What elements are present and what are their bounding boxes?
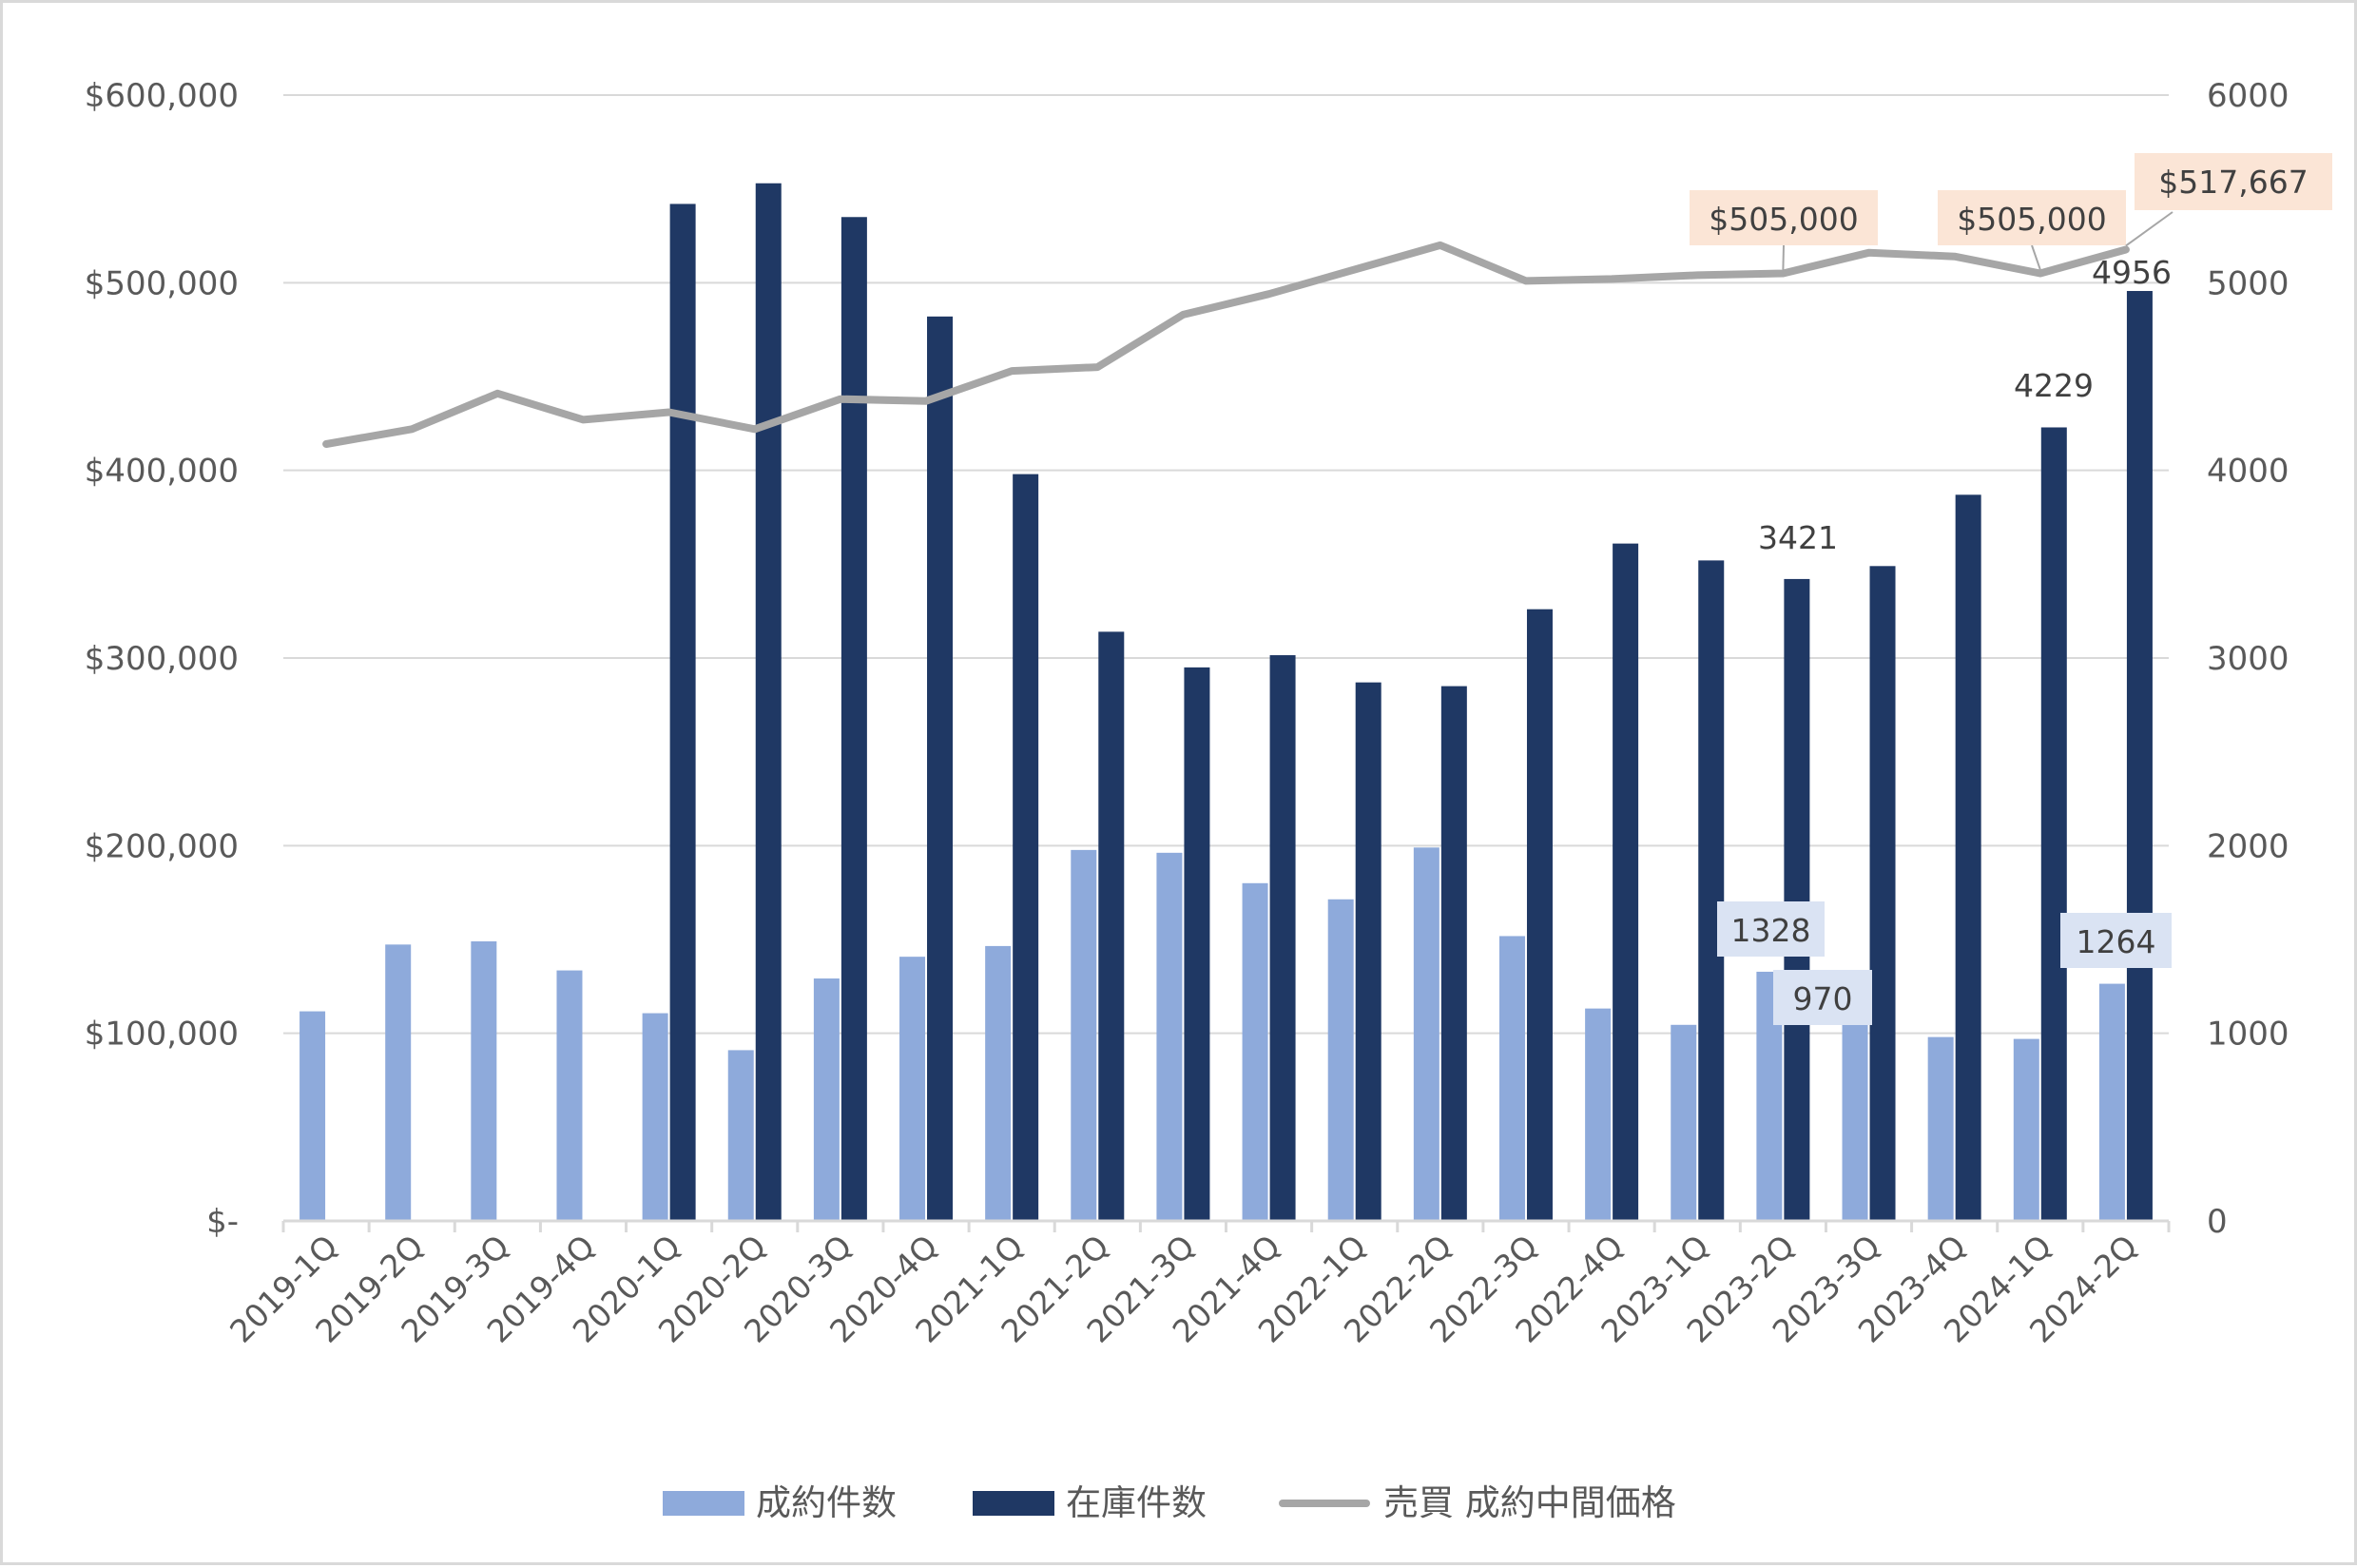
bar-count xyxy=(1242,882,1268,1221)
bar-count xyxy=(1413,847,1439,1221)
bar-inventory xyxy=(1869,566,1896,1221)
bar-inventory xyxy=(1955,494,1981,1221)
left-axis-tick-label: $300,000 xyxy=(85,640,239,678)
legend: 成約件数 在庫件数 売買 成約中間価格 xyxy=(663,1482,1676,1523)
count-data-label: 1264 xyxy=(2077,923,2156,960)
legend-label-inventory: 在庫件数 xyxy=(1066,1482,1207,1523)
bar-inventory xyxy=(755,183,782,1221)
left-axis-tick-label: $500,000 xyxy=(85,264,239,302)
left-axis-tick-label: $- xyxy=(206,1203,239,1241)
bar-count xyxy=(1498,936,1525,1221)
count-data-label-box xyxy=(1717,901,1825,957)
x-axis-labels: 2019-1Q2019-2Q2019-3Q2019-4Q2020-1Q2020-… xyxy=(222,1228,2144,1350)
bar-inventory xyxy=(840,217,867,1222)
bar-count xyxy=(1156,852,1183,1221)
price-data-label-box xyxy=(1938,190,2126,245)
price-data-label: $505,000 xyxy=(1957,201,2106,238)
bar-count xyxy=(1927,1036,1954,1221)
bar-count xyxy=(899,957,926,1221)
price-label-leader xyxy=(2031,244,2041,270)
bar-inventory xyxy=(1784,578,1810,1221)
right-axis-tick-label: 4000 xyxy=(2207,453,2289,491)
bar-inventory xyxy=(1355,682,1381,1221)
price-data-label-box xyxy=(2135,153,2332,210)
right-axis-ticks: 0 1000 2000 3000 4000 5000 6000 xyxy=(2207,77,2289,1241)
data-labels: 1328 970 1264 3421 4229 4956 $505,000 $505,000 $… xyxy=(1690,153,2332,1025)
price-label-leader xyxy=(2125,211,2173,247)
legend-label-count: 成約件数 xyxy=(756,1482,897,1523)
count-data-label: 970 xyxy=(1793,980,1853,1017)
bar-count xyxy=(2013,1038,2039,1221)
bar-inventory xyxy=(2126,291,2153,1221)
bar-count xyxy=(727,1050,754,1221)
left-axis-tick-label: $400,000 xyxy=(85,453,239,491)
right-axis-tick-label: 3000 xyxy=(2207,640,2289,678)
price-data-label: $505,000 xyxy=(1709,201,1858,238)
count-data-label-box xyxy=(2060,913,2172,968)
bar-count xyxy=(985,945,1012,1221)
price-line xyxy=(322,241,2130,448)
left-axis-tick-label: $600,000 xyxy=(85,77,239,115)
bar-count xyxy=(1071,849,1097,1221)
count-data-label-box xyxy=(1773,970,1872,1025)
bar-count xyxy=(385,944,412,1221)
legend-swatch-inventory xyxy=(973,1491,1054,1516)
right-axis-tick-label: 2000 xyxy=(2207,827,2289,865)
bar-inventory xyxy=(1269,655,1296,1221)
bar-count xyxy=(1671,1024,1697,1221)
bar-inventory xyxy=(1613,543,1639,1221)
bar-inventory xyxy=(1184,667,1210,1221)
bar-count xyxy=(2098,983,2125,1221)
left-axis-tick-label: $100,000 xyxy=(85,1016,239,1054)
right-axis-tick-label: 1000 xyxy=(2207,1016,2289,1054)
right-axis-tick-label: 6000 xyxy=(2207,77,2289,115)
combo-chart: $- $100,000 $200,000 $300,000 $400,000 $500,0… xyxy=(85,77,2332,1523)
bar-inventory xyxy=(1698,560,1725,1221)
legend-label-price: 売買 成約中間価格 xyxy=(1383,1482,1676,1523)
bar-inventory xyxy=(2040,427,2067,1222)
bar-count xyxy=(299,1011,326,1221)
bar-count xyxy=(1585,1008,1612,1221)
right-axis-tick-label: 5000 xyxy=(2207,264,2289,302)
bar-inventory xyxy=(669,203,696,1221)
bar-inventory xyxy=(1098,631,1125,1221)
price-series-line xyxy=(322,241,2130,448)
inventory-data-label: 3421 xyxy=(1758,519,1838,556)
price-label-leader xyxy=(1782,244,1785,270)
left-axis-ticks: $- $100,000 $200,000 $300,000 $400,000 $500,0… xyxy=(85,77,239,1241)
bar-count xyxy=(1842,991,1868,1221)
price-data-label-box xyxy=(1690,190,1878,245)
right-axis-tick-label: 0 xyxy=(2207,1203,2228,1241)
bars xyxy=(299,183,2153,1222)
inventory-data-label: 4229 xyxy=(2014,367,2094,404)
price-data-label: $517,667 xyxy=(2158,164,2308,201)
bar-inventory xyxy=(1440,686,1467,1221)
bar-count xyxy=(1327,899,1354,1221)
bar-inventory xyxy=(1013,474,1039,1221)
bar-count xyxy=(813,978,840,1221)
bar-inventory xyxy=(927,316,954,1221)
inventory-data-label: 4956 xyxy=(2092,254,2172,291)
bar-count xyxy=(471,940,497,1221)
bar-inventory xyxy=(1526,609,1553,1221)
x-axis-tick-marks xyxy=(281,1221,2171,1232)
count-data-label: 1328 xyxy=(1731,912,1811,949)
legend-swatch-count xyxy=(663,1491,744,1516)
bar-count xyxy=(642,1013,668,1221)
bar-count xyxy=(556,970,583,1221)
left-axis-tick-label: $200,000 xyxy=(85,827,239,865)
